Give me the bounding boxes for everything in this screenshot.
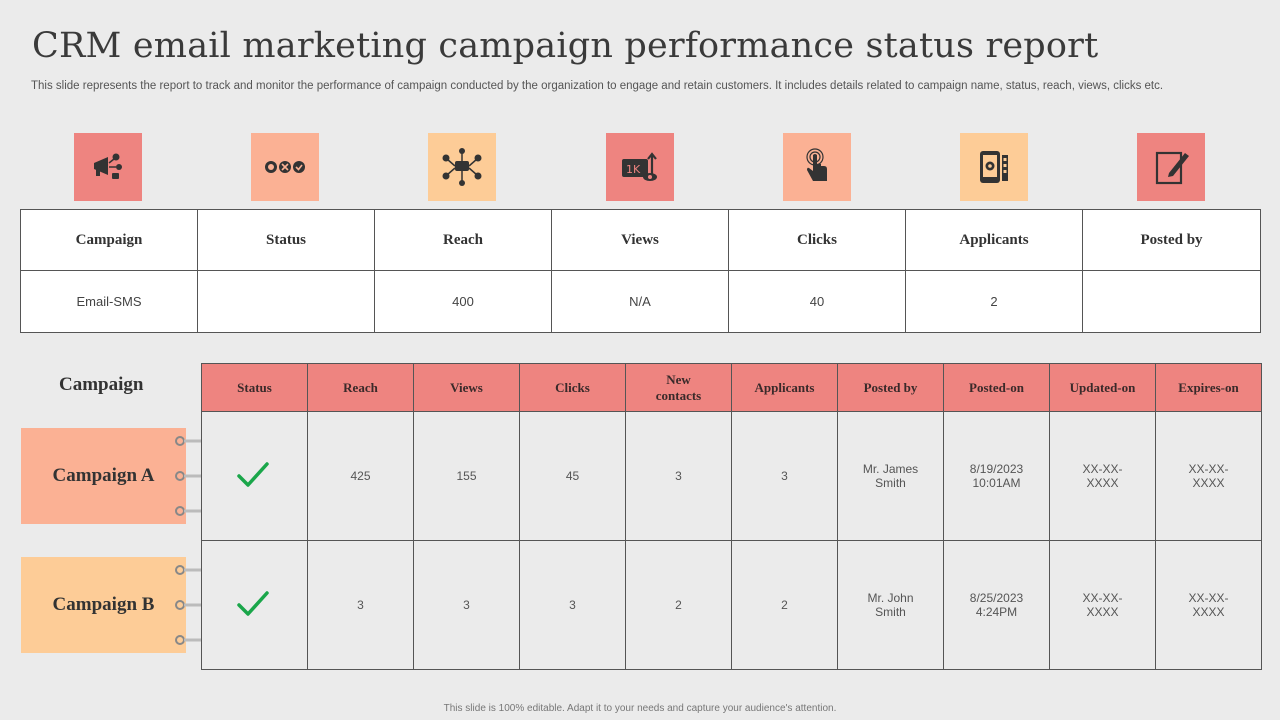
detail-header-cell: Expires-on (1155, 363, 1262, 412)
detail-header-cell: Applicants (731, 363, 838, 412)
posted-on-cell: 8/25/2023 4:24PM (943, 540, 1050, 670)
megaphone-icon (74, 133, 142, 201)
expires-on-cell: XX-XX-XXXX (1155, 540, 1262, 670)
reach-cell: 425 (307, 411, 414, 541)
summary-cell: 400 (374, 270, 552, 333)
table-row: 425 155 45 3 3 Mr. James Smith 8/19/2023… (201, 411, 1262, 541)
new-contacts-cell: 2 (625, 540, 732, 670)
campaign-a-card: Campaign A (21, 428, 186, 524)
status-circles-icon (251, 133, 319, 201)
applicants-cell: 3 (731, 411, 838, 541)
detail-header-cell: Posted by (837, 363, 944, 412)
summary-cell: Email-SMS (20, 270, 198, 333)
detail-header-row: Status Reach Views Clicks New contacts A… (201, 363, 1262, 412)
summary-header-cell: Applicants (905, 209, 1083, 271)
campaign-detail-table: Status Reach Views Clicks New contacts A… (201, 363, 1262, 670)
campaign-b-label: Campaign B (52, 594, 155, 615)
campaign-heading: Campaign (59, 374, 144, 395)
svg-text:1K: 1K (626, 163, 641, 176)
detail-header-cell: New contacts (625, 363, 732, 412)
summary-cell (197, 270, 375, 333)
posted-by-cell: Mr. James Smith (837, 411, 944, 541)
summary-header-cell: Views (551, 209, 729, 271)
summary-header-cell: Status (197, 209, 375, 271)
summary-header-cell: Clicks (728, 209, 906, 271)
posted-on-cell: 8/19/2023 10:01AM (943, 411, 1050, 541)
views-1k-icon: 1K (606, 133, 674, 201)
summary-cell (1082, 270, 1261, 333)
mobile-applicants-icon (960, 133, 1028, 201)
footer-note: This slide is 100% editable. Adapt it to… (443, 703, 837, 714)
campaign-b-card: Campaign B (21, 557, 186, 653)
network-reach-icon (428, 133, 496, 201)
posted-by-cell: Mr. John Smith (837, 540, 944, 670)
summary-header-row: Campaign Status Reach Views Clicks Appli… (20, 209, 1261, 271)
detail-header-cell: Reach (307, 363, 414, 412)
applicants-cell: 2 (731, 540, 838, 670)
views-cell: 155 (413, 411, 520, 541)
click-hand-icon (783, 133, 851, 201)
updated-on-cell: XX-XX-XXXX (1049, 411, 1156, 541)
new-contacts-cell: 3 (625, 411, 732, 541)
summary-header-cell: Posted by (1082, 209, 1261, 271)
updated-on-cell: XX-XX-XXXX (1049, 540, 1156, 670)
status-check-icon (201, 411, 308, 541)
detail-header-cell: Status (201, 363, 308, 412)
summary-header-cell: Reach (374, 209, 552, 271)
summary-cell: 2 (905, 270, 1083, 333)
clicks-cell: 3 (519, 540, 626, 670)
views-cell: 3 (413, 540, 520, 670)
summary-header-cell: Campaign (20, 209, 198, 271)
detail-header-cell: Clicks (519, 363, 626, 412)
summary-data-row: Email-SMS 400 N/A 40 2 (20, 270, 1261, 333)
page-title: CRM email marketing campaign performance… (32, 26, 1099, 66)
edit-post-icon (1137, 133, 1205, 201)
expires-on-cell: XX-XX-XXXX (1155, 411, 1262, 541)
page-subtitle: This slide represents the report to trac… (31, 80, 1164, 92)
table-row: 3 3 3 2 2 Mr. John Smith 8/25/2023 4:24P… (201, 540, 1262, 670)
status-check-icon (201, 540, 308, 670)
clicks-cell: 45 (519, 411, 626, 541)
detail-header-cell: Views (413, 363, 520, 412)
summary-table: Campaign Status Reach Views Clicks Appli… (20, 209, 1261, 333)
detail-header-cell: Updated-on (1049, 363, 1156, 412)
campaign-a-label: Campaign A (52, 465, 155, 486)
summary-cell: 40 (728, 270, 906, 333)
summary-cell: N/A (551, 270, 729, 333)
reach-cell: 3 (307, 540, 414, 670)
detail-header-cell: Posted-on (943, 363, 1050, 412)
